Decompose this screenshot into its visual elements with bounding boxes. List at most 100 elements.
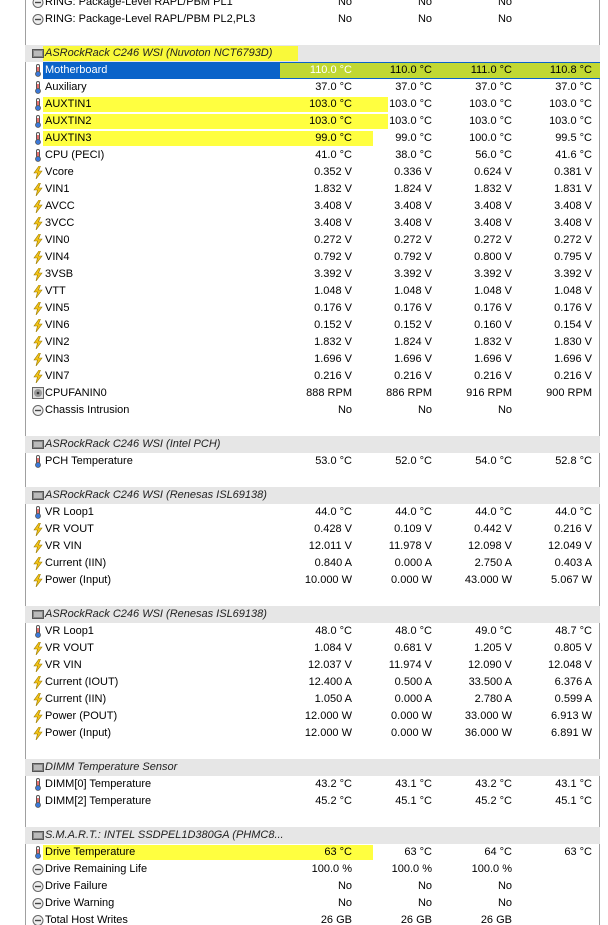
sensor-value: 1.205 V bbox=[474, 641, 512, 654]
sensor-icon bbox=[32, 216, 44, 230]
sensor-icon bbox=[32, 539, 44, 553]
sensor-value: 0.840 A bbox=[314, 556, 352, 569]
marker-highlight bbox=[280, 62, 600, 78]
sensor-value: 111.0 °C bbox=[470, 63, 512, 76]
sensor-value: 900 RPM bbox=[546, 386, 592, 399]
section-header: S.M.A.R.T.: INTEL SSDPEL1D380GA (PHMC8..… bbox=[25, 826, 600, 844]
sensor-value: 64 °C bbox=[484, 845, 512, 858]
sensor-icon bbox=[32, 863, 44, 876]
sensor-row: VIN6 0.152 V 0.152 V 0.160 V 0.154 V bbox=[25, 317, 600, 334]
sensor-value: No bbox=[337, 403, 352, 416]
sensor-icon bbox=[32, 131, 44, 145]
device-icon bbox=[32, 47, 44, 60]
sensor-label: 3VCC bbox=[45, 216, 75, 229]
sensor-label: Current (IIN) bbox=[45, 556, 107, 569]
sensor-row: AUXTIN2 103.0 °C 103.0 °C 103.0 °C 103.0 °C bbox=[25, 113, 600, 130]
sensor-value: 0.442 V bbox=[474, 522, 512, 535]
sensor-value: 1.824 V bbox=[394, 335, 432, 348]
section-title: ASRockRack C246 WSI (Intel PCH) bbox=[45, 437, 221, 450]
sensor-value: 45.1 °C bbox=[395, 794, 432, 807]
sensor-value: 6.913 W bbox=[551, 709, 592, 722]
sensor-label: VR Loop1 bbox=[45, 505, 94, 518]
sensor-label: AUXTIN1 bbox=[45, 97, 92, 110]
sensor-icon bbox=[32, 897, 44, 910]
sensor-value: 49.0 °C bbox=[475, 624, 512, 637]
sensor-label: VR VOUT bbox=[45, 522, 94, 535]
sensor-value: 0.176 V bbox=[554, 301, 592, 314]
sensor-value: 0.154 V bbox=[554, 318, 592, 331]
sensor-value: 3.392 V bbox=[474, 267, 512, 280]
sensor-value: 0.000 A bbox=[394, 692, 432, 705]
sensor-icon bbox=[32, 658, 44, 672]
sensor-row: AVCC 3.408 V 3.408 V 3.408 V 3.408 V bbox=[25, 198, 600, 215]
sensor-row: Total Host Writes 26 GB 26 GB 26 GB bbox=[25, 912, 600, 925]
sensor-icon bbox=[32, 97, 44, 111]
sensor-value: 0.152 V bbox=[394, 318, 432, 331]
sensor-value: No bbox=[337, 879, 352, 892]
sensor-value: 63 °C bbox=[324, 845, 352, 858]
sensor-value: 1.832 V bbox=[474, 335, 512, 348]
sensor-value: 103.0 °C bbox=[549, 114, 592, 127]
sensor-label: CPU (PECI) bbox=[45, 148, 105, 161]
sensor-row: RING: Package-Level RAPL/PBM PL2,PL3 No No… bbox=[25, 11, 600, 28]
marker-highlight bbox=[43, 130, 373, 146]
sensor-value: 1.048 V bbox=[314, 284, 352, 297]
sensor-value: 56.0 °C bbox=[475, 148, 512, 161]
sensor-value: 1.696 V bbox=[554, 352, 592, 365]
sensor-value: 43.2 °C bbox=[315, 777, 352, 790]
sensor-value: 0.000 W bbox=[391, 726, 432, 739]
sensor-value: 12.049 V bbox=[547, 539, 592, 552]
sensor-value: 3.392 V bbox=[394, 267, 432, 280]
sensor-value: 103.0 °C bbox=[469, 114, 512, 127]
sensor-value: 0.800 V bbox=[474, 250, 512, 263]
sensor-row: Power (Input) 10.000 W 0.000 W 43.000 W 5.06… bbox=[25, 572, 600, 589]
sensor-icon bbox=[32, 165, 44, 179]
sensor-value: 0.216 V bbox=[554, 522, 592, 535]
section-title: ASRockRack C246 WSI (Nuvoton NCT6793D) bbox=[45, 46, 273, 59]
sensor-label: VIN7 bbox=[45, 369, 70, 382]
sensor-value: 100.0 % bbox=[391, 862, 432, 875]
sensor-label: VR VIN bbox=[45, 658, 82, 671]
sensor-value: 45.2 °C bbox=[315, 794, 352, 807]
sensor-value: 103.0 °C bbox=[309, 97, 352, 110]
sensor-label: PCH Temperature bbox=[45, 454, 133, 467]
sensor-value: 3.408 V bbox=[554, 216, 592, 229]
sensor-value: 1.696 V bbox=[474, 352, 512, 365]
sensor-value: 45.1 °C bbox=[555, 794, 592, 807]
sensor-value: 0.000 A bbox=[394, 556, 432, 569]
sensor-value: 103.0 °C bbox=[389, 114, 432, 127]
sensor-value: 0.352 V bbox=[314, 165, 352, 178]
sensor-row: Current (IOUT) 12.400 A 0.500 A 33.500 A 6.3… bbox=[25, 674, 600, 691]
sensor-value: 1.048 V bbox=[394, 284, 432, 297]
sensor-value: 0.272 V bbox=[314, 233, 352, 246]
sensor-value: 1.832 V bbox=[474, 182, 512, 195]
sensor-row: 3VCC 3.408 V 3.408 V 3.408 V 3.408 V bbox=[25, 215, 600, 232]
sensor-value: 43.000 W bbox=[464, 573, 512, 586]
sensor-row: VTT 1.048 V 1.048 V 1.048 V 1.048 V bbox=[25, 283, 600, 300]
sensor-label: VIN2 bbox=[45, 335, 70, 348]
sensor-label: Drive Remaining Life bbox=[45, 862, 148, 875]
sensor-value: No bbox=[497, 879, 512, 892]
sensor-value: 0.216 V bbox=[554, 369, 592, 382]
sensor-value: 33.500 A bbox=[468, 675, 512, 688]
sensor-label: VIN0 bbox=[45, 233, 70, 246]
sensor-row: VIN4 0.792 V 0.792 V 0.800 V 0.795 V bbox=[25, 249, 600, 266]
sensor-value: 1.830 V bbox=[554, 335, 592, 348]
sensor-label: Current (IOUT) bbox=[45, 675, 119, 688]
sensor-value: 100.0 % bbox=[471, 862, 512, 875]
sensor-row: CPUFANIN0 888 RPM 886 RPM 916 RPM 900 RPM bbox=[25, 385, 600, 402]
sensor-value: 6.891 W bbox=[551, 726, 592, 739]
sensor-value: 41.0 °C bbox=[315, 148, 352, 161]
sensor-value: 0.216 V bbox=[474, 369, 512, 382]
sensor-icon bbox=[32, 0, 44, 9]
sensor-row: Motherboard 110.0 °C 110.0 °C 111.0 °C 110.8… bbox=[25, 61, 600, 79]
sensor-icon bbox=[32, 404, 44, 417]
sensor-value: 888 RPM bbox=[306, 386, 352, 399]
sensor-label: VTT bbox=[45, 284, 66, 297]
sensor-icon bbox=[32, 709, 44, 723]
sensor-value: 3.392 V bbox=[554, 267, 592, 280]
sensor-label: VR VIN bbox=[45, 539, 82, 552]
sensor-value: 12.011 V bbox=[308, 539, 352, 552]
sensor-label: RING: Package-Level RAPL/PBM PL1 bbox=[45, 0, 233, 8]
sensor-value: 1.831 V bbox=[554, 182, 592, 195]
